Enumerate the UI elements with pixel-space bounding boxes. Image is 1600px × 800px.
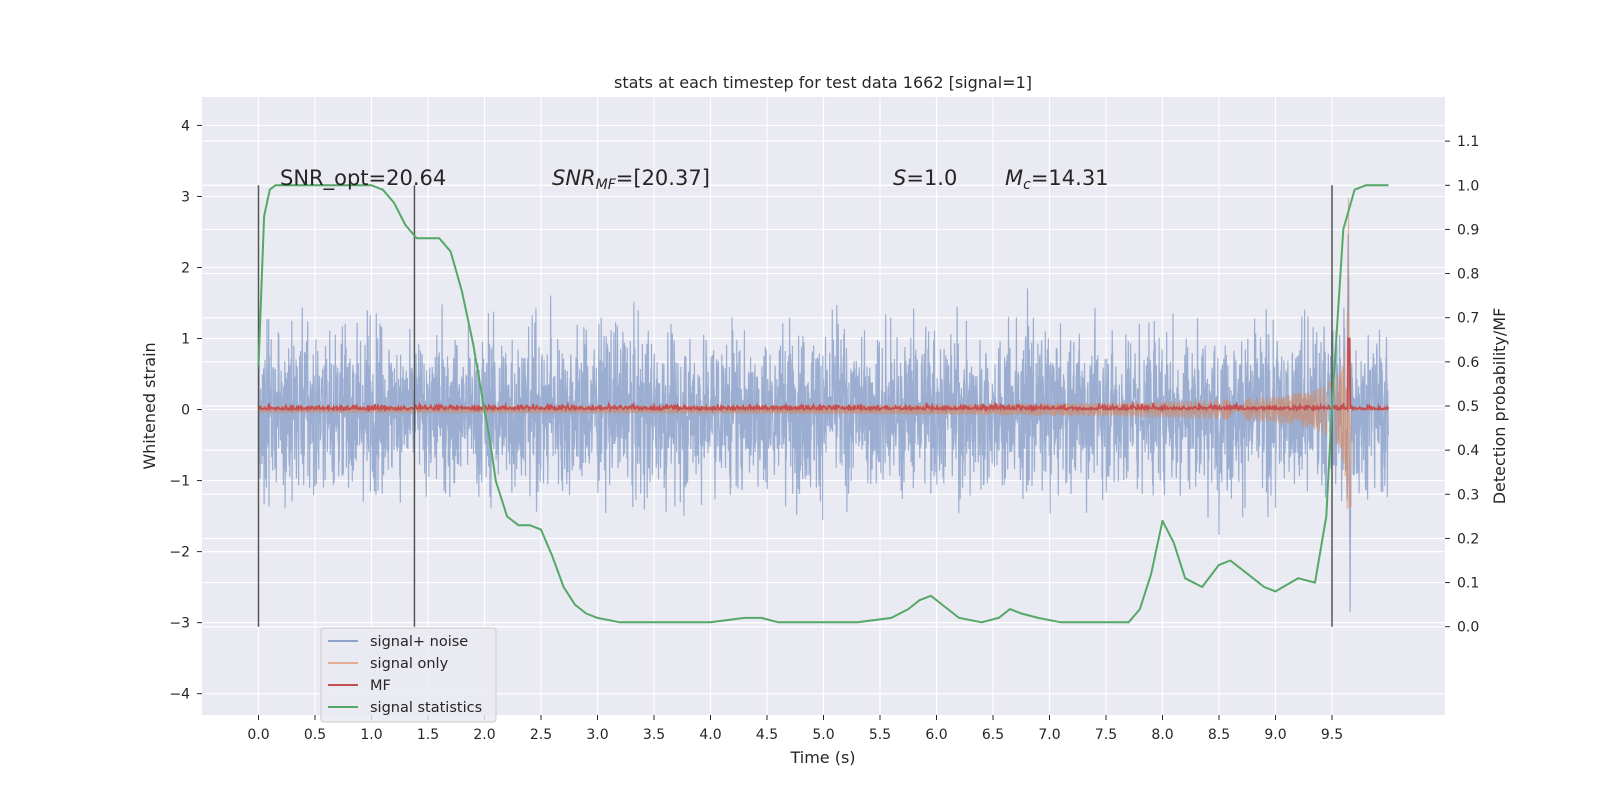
x-tick-label: 3.0 (586, 727, 608, 743)
y-right-tick-label: 0.9 (1457, 222, 1479, 238)
y-right-tick-label: 1.0 (1457, 178, 1479, 194)
y-right-tick-label: 0.0 (1457, 620, 1479, 636)
x-tick-label: 2.0 (473, 727, 495, 743)
legend-label-signal-noise: signal+ noise (370, 634, 468, 650)
snr-mf-symbol: SNR (552, 166, 596, 190)
signal-statistics-line (257, 184, 1389, 624)
x-tick-label: 6.0 (925, 727, 947, 743)
y-tick-label: −1 (169, 474, 190, 490)
y-right-axis-label: Detection probability/MF (1490, 308, 1509, 505)
y-right-tick-label: 0.8 (1457, 267, 1479, 283)
y-axis-ticks: 4 3 2 1 0 −1 −2 −3 −4 (169, 118, 202, 703)
legend-label-signal-statistics: signal statistics (370, 700, 482, 716)
x-tick-label: 4.0 (699, 727, 721, 743)
x-tick-label: 6.5 (982, 727, 1004, 743)
y-right-tick-label: 0.6 (1457, 355, 1479, 371)
x-tick-label: 8.0 (1151, 727, 1173, 743)
mf-line (257, 337, 1390, 413)
y-tick-label: −3 (169, 616, 190, 632)
mf-series (257, 337, 1390, 413)
y-tick-label: 3 (181, 189, 190, 205)
chart-title: stats at each timestep for test data 166… (614, 73, 1032, 92)
legend-box (320, 627, 497, 723)
x-tick-label: 2.5 (530, 727, 552, 743)
mc-annotation: Mc=14.31 (1005, 166, 1109, 193)
y-right-tick-label: 0.5 (1457, 399, 1479, 415)
x-tick-label: 9.5 (1321, 727, 1343, 743)
y-right-tick-label: 0.2 (1457, 531, 1479, 547)
signal-only-series (257, 197, 1389, 510)
y-right-tick-label: 0.3 (1457, 487, 1479, 503)
x-tick-label: 7.5 (1095, 727, 1117, 743)
x-tick-label: 9.0 (1264, 727, 1286, 743)
x-tick-label: 5.5 (869, 727, 891, 743)
snr-mf-value: =[20.37] (616, 166, 710, 190)
x-tick-label: 4.5 (756, 727, 778, 743)
x-tick-label: 7.0 (1038, 727, 1060, 743)
y-tick-label: 0 (181, 403, 190, 419)
mc-symbol: M (1005, 166, 1023, 190)
x-tick-label: 5.0 (812, 727, 834, 743)
x-tick-label: 1.5 (417, 727, 439, 743)
snr-mf-annotation: SNRMF=[20.37] (552, 166, 710, 193)
x-tick-label: 3.5 (643, 727, 665, 743)
snr-opt-annotation: SNR_opt=20.64 (280, 166, 446, 191)
y-tick-label: −4 (169, 687, 190, 703)
x-axis-ticks: 0.0 0.5 1.0 1.5 2.0 2.5 3.0 3.5 4.0 4.5 5.0 5.5 6.0 6… (247, 715, 1343, 743)
y-right-tick-label: 0.7 (1457, 311, 1479, 327)
legend: signal+ noise signal only MF signal stat… (320, 627, 497, 723)
legend-label-signal-only: signal only (370, 656, 449, 672)
mc-subscript: c (1023, 177, 1031, 193)
y-tick-label: 4 (181, 118, 190, 134)
y-right-tick-label: 1.1 (1457, 134, 1479, 150)
snr-mf-subscript: MF (596, 177, 617, 193)
x-axis-label: Time (s) (789, 748, 855, 767)
signal-only-line (257, 197, 1389, 510)
mc-value: =14.31 (1031, 166, 1109, 190)
y-axis-label: Whitened strain (140, 342, 159, 469)
y-right-axis-ticks: 1.1 1.0 0.9 0.8 0.7 0.6 0.5 0.4 0.3 0.2 0.1 0.0 (1445, 134, 1479, 636)
y-tick-label: 2 (181, 260, 190, 276)
y-tick-label: −2 (169, 545, 190, 561)
x-tick-label: 1.0 (360, 727, 382, 743)
y-tick-label: 1 (181, 332, 190, 348)
s-symbol: S (893, 166, 906, 190)
y-right-tick-label: 0.1 (1457, 576, 1479, 592)
x-tick-label: 0.5 (304, 727, 326, 743)
legend-label-mf: MF (370, 678, 391, 694)
x-tick-label: 8.5 (1208, 727, 1230, 743)
s-value: =1.0 (906, 166, 957, 190)
s-annotation: S=1.0 (893, 166, 957, 190)
y-right-tick-label: 0.4 (1457, 443, 1479, 459)
x-tick-label: 0.0 (247, 727, 269, 743)
signal-statistics-series (257, 184, 1389, 624)
